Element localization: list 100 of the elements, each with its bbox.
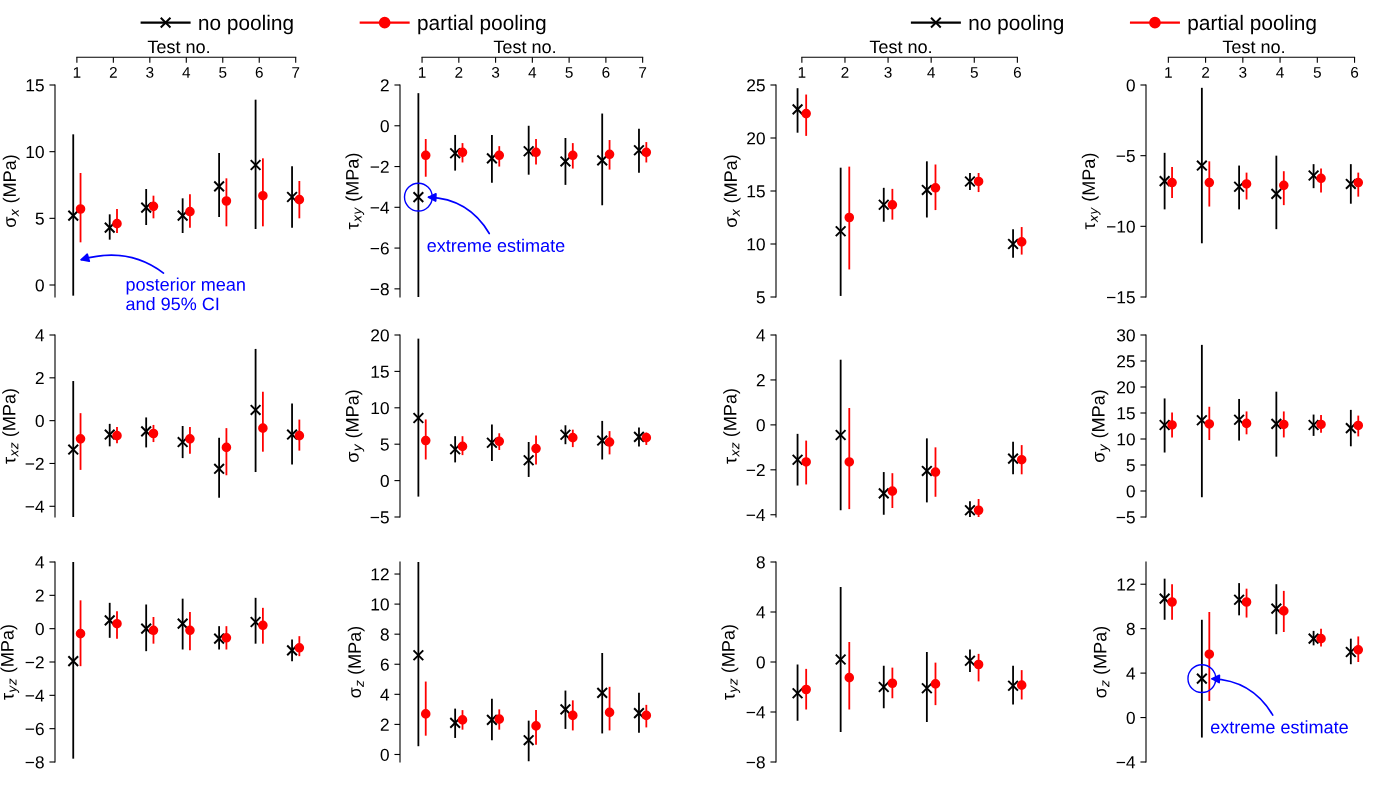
- y-tick-label: 2: [756, 374, 765, 387]
- y-tick-label: 12: [371, 568, 389, 581]
- x-axis-title: Test no.: [147, 40, 209, 54]
- y-tick-label: −6: [370, 242, 389, 255]
- y-tick-label: −4: [1116, 756, 1136, 769]
- y-axis-title: σ$_{x}$ (MPa): [2, 155, 20, 227]
- x-tick-label: 5: [1313, 67, 1321, 78]
- y-tick-label: 0: [35, 414, 44, 428]
- y-tick-label: −4: [25, 500, 45, 513]
- y-tick-label: 15: [26, 79, 44, 92]
- y-tick-label: −8: [746, 756, 765, 769]
- y-tick-label: 10: [747, 238, 765, 251]
- y-tick-label: 0: [1126, 485, 1135, 498]
- y-axis-title: τ$_{xy}$ (MPa): [1081, 153, 1101, 230]
- y-tick-label: 0: [380, 119, 389, 133]
- annotation: extreme estimate: [427, 238, 565, 252]
- y-tick-label: 10: [371, 598, 389, 611]
- x-tick-label: 2: [109, 67, 117, 78]
- y-tick-label: 4: [380, 688, 390, 701]
- x-axis-title: Test no.: [493, 40, 555, 54]
- x-tick-label: 1: [798, 67, 806, 78]
- y-tick-label: 20: [371, 329, 389, 342]
- y-tick-label: 15: [1117, 407, 1135, 420]
- y-tick-label: 30: [1116, 329, 1135, 342]
- y-tick-label: 4: [1126, 667, 1136, 680]
- x-axis-title: Test no.: [1222, 40, 1284, 54]
- x-tick-label: 5: [565, 67, 573, 78]
- x-tick-label: 1: [73, 67, 81, 78]
- x-tick-label: 4: [927, 67, 935, 78]
- y-tick-label: 0: [756, 656, 765, 669]
- x-tick-label: 2: [1202, 67, 1210, 78]
- y-axis-title: τ$_{yz}$ (MPa): [0, 625, 20, 700]
- y-tick-label: 10: [371, 401, 389, 415]
- legend-label: partial pooling: [418, 14, 546, 35]
- y-tick-label: −4: [746, 509, 766, 522]
- x-tick-label: 3: [1239, 67, 1247, 78]
- x-tick-label: 6: [602, 67, 610, 78]
- y-tick-label: 0: [35, 622, 44, 636]
- y-tick-label: 5: [380, 438, 389, 451]
- y-tick-label: 20: [1117, 381, 1135, 394]
- y-tick-label: 2: [380, 79, 389, 92]
- x-tick-label: 4: [528, 67, 537, 78]
- y-tick-label: −2: [25, 457, 44, 470]
- y-tick-label: 15: [371, 365, 389, 378]
- y-tick-label: 6: [380, 658, 389, 671]
- y-tick-label: 25: [1117, 355, 1135, 368]
- x-tick-label: 7: [639, 67, 647, 78]
- y-tick-label: −2: [746, 463, 765, 477]
- y-tick-label: 0: [380, 748, 389, 761]
- y-tick-label: −10: [1106, 220, 1135, 233]
- y-axis-title: σ$_{z}$ (MPa): [1093, 626, 1111, 698]
- y-tick-label: 0: [380, 474, 389, 488]
- y-axis-title: τ$_{yz}$ (MPa): [721, 625, 741, 700]
- x-tick-label: 7: [292, 67, 300, 78]
- x-tick-label: 1: [418, 67, 426, 78]
- x-tick-label: 2: [455, 67, 463, 78]
- y-tick-label: 10: [1117, 433, 1135, 446]
- x-tick-label: 5: [219, 67, 227, 78]
- y-tick-label: 0: [756, 419, 765, 432]
- y-tick-label: −5: [370, 511, 389, 524]
- x-tick-label: 3: [884, 67, 892, 78]
- y-tick-label: 2: [35, 589, 44, 602]
- y-axis-title: τ$_{xz}$ (MPa): [2, 389, 20, 464]
- y-tick-label: 8: [1126, 622, 1135, 636]
- y-tick-label: −2: [25, 656, 44, 669]
- x-tick-label: 3: [146, 67, 154, 78]
- y-axis-title: σ$_{y}$ (MPa): [345, 390, 365, 462]
- y-tick-label: 2: [380, 718, 389, 731]
- legend-label: partial pooling: [1188, 14, 1316, 35]
- y-axis-title: σ$_{y}$ (MPa): [1091, 390, 1111, 462]
- y-tick-label: 15: [747, 185, 765, 198]
- y-axis-title: σ$_{z}$ (MPa): [347, 626, 365, 698]
- y-tick-label: −4: [746, 706, 766, 719]
- annotation: posterior mean and 95% CI: [126, 277, 245, 311]
- y-tick-label: 4: [35, 329, 45, 342]
- legend-label: no pooling: [969, 14, 1063, 35]
- x-tick-label: 1: [1165, 67, 1172, 78]
- y-tick-label: −8: [370, 283, 389, 296]
- y-tick-label: −4: [370, 201, 390, 214]
- y-tick-label: 5: [1126, 459, 1135, 472]
- x-tick-label: 2: [841, 67, 849, 78]
- y-tick-label: −8: [25, 756, 44, 769]
- y-tick-label: −15: [1106, 291, 1135, 304]
- y-tick-label: 8: [756, 556, 765, 569]
- y-tick-label: 0: [1126, 79, 1135, 92]
- y-tick-label: 4: [756, 329, 766, 342]
- y-tick-label: −5: [1116, 511, 1135, 524]
- y-tick-label: 12: [1117, 578, 1135, 591]
- y-tick-label: 5: [35, 212, 44, 225]
- y-axis-title: τ$_{xz}$ (MPa): [723, 389, 741, 464]
- y-axis-title: τ$_{xy}$ (MPa): [345, 153, 365, 230]
- y-tick-label: 5: [756, 291, 765, 304]
- y-tick-label: 4: [756, 606, 766, 619]
- y-tick-label: 2: [35, 371, 44, 385]
- y-tick-label: 10: [26, 145, 44, 159]
- x-tick-label: 5: [970, 67, 978, 78]
- y-tick-label: 0: [35, 279, 44, 292]
- x-tick-label: 4: [182, 67, 191, 78]
- legend-label: no pooling: [199, 14, 293, 35]
- y-tick-label: 20: [747, 132, 765, 145]
